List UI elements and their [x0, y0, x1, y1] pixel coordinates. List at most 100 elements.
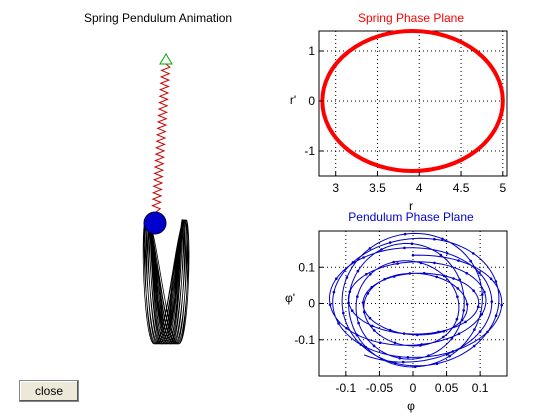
pendulum-series — [328, 232, 504, 369]
orbit-marker — [371, 324, 374, 328]
y-tick-label: 0.1 — [298, 260, 315, 274]
orbit-marker — [350, 309, 354, 313]
orbit-marker — [328, 303, 332, 307]
orbit-marker — [342, 311, 345, 315]
orbit-marker — [345, 327, 348, 330]
x-tick-label: 0.05 — [435, 381, 459, 395]
pendulum-x-label: φ — [407, 399, 415, 413]
orbit-marker — [369, 273, 372, 276]
orbit-marker — [362, 310, 366, 314]
orbit-marker — [489, 277, 493, 281]
orbit-marker — [345, 276, 349, 279]
orbit-marker — [460, 318, 464, 322]
x-tick-label: 3.5 — [369, 181, 386, 195]
orbit-marker — [368, 247, 372, 250]
orbit-marker — [347, 301, 350, 305]
pendulum-ticks: -0.1 -0.05 0 0.05 0.1 0.1 0 -0.1 — [294, 260, 488, 395]
y-tick-label: -1 — [304, 144, 315, 158]
pendulum-trace — [142, 218, 190, 345]
orbit-marker — [433, 237, 436, 241]
orbit-marker — [456, 287, 460, 290]
animation-title: Spring Pendulum Animation — [84, 11, 233, 25]
orbit-marker — [435, 362, 439, 366]
x-tick-label: -0.05 — [366, 381, 394, 395]
orbit-marker — [414, 365, 417, 369]
animation-panel — [142, 53, 190, 345]
orbit-marker — [442, 330, 446, 333]
orbit-marker — [398, 356, 402, 360]
orbit-marker — [494, 280, 498, 283]
orbit-marker — [393, 341, 397, 345]
orbit-marker — [368, 316, 372, 320]
orbit-marker — [362, 256, 365, 259]
orbit-marker — [373, 329, 376, 332]
x-tick-label: 4.5 — [453, 181, 470, 195]
orbit-marker — [410, 242, 414, 245]
orbit-marker — [465, 271, 469, 275]
orbit-marker — [442, 274, 446, 278]
pendulum-y-label: φ' — [285, 291, 295, 305]
orbit-marker — [435, 275, 439, 279]
orbit-marker — [472, 252, 475, 255]
orbit-marker — [480, 313, 484, 316]
orbit-marker — [465, 303, 469, 306]
orbit-marker — [394, 361, 397, 365]
y-tick-label: 1 — [308, 44, 315, 58]
orbit-marker — [356, 269, 360, 273]
close-button[interactable]: close — [19, 380, 79, 402]
orbit-marker — [446, 352, 449, 356]
orbit-marker — [332, 290, 336, 294]
x-tick-label: 4 — [416, 181, 423, 195]
orbit-marker — [351, 261, 355, 264]
orbit-marker — [490, 300, 494, 303]
orbit-marker — [388, 241, 392, 244]
orbit-marker — [451, 350, 455, 353]
orbit-marker — [365, 273, 368, 276]
x-tick-label: 0 — [410, 381, 417, 395]
y-tick-label: -0.1 — [294, 333, 315, 347]
orbit-marker — [441, 237, 444, 241]
y-tick-label: 0 — [308, 297, 315, 311]
spring-ticks: 3 3.5 4 4.5 5 1 0 -1 — [304, 44, 506, 195]
orbit-marker — [456, 295, 459, 299]
orbit-marker — [442, 335, 445, 339]
orbit-marker — [380, 248, 383, 251]
orbit-marker — [408, 272, 412, 275]
spring — [151, 63, 171, 213]
orbit-marker — [355, 333, 359, 337]
x-tick-label: 0.1 — [472, 381, 489, 395]
pendulum-phase-title: Pendulum Phase Plane — [348, 210, 474, 224]
orbit-marker — [396, 262, 399, 265]
orbit-marker — [486, 330, 489, 334]
orbit-marker — [472, 289, 475, 293]
spring-y-label: r' — [290, 93, 296, 107]
orbit-marker — [379, 341, 382, 345]
spring-phase-plot: Spring Phase Plane 3 3.5 4 4.5 5 1 0 -1 r r' — [290, 11, 508, 213]
pendulum-bob — [143, 211, 167, 235]
spring-phase-title: Spring Phase Plane — [358, 11, 464, 25]
orbit-marker — [473, 328, 476, 331]
anchor-triangle-icon — [159, 53, 173, 65]
orbit-marker — [416, 333, 419, 337]
pendulum-phase-plot: Pendulum Phase Plane -0.1 -0.05 0 0.05 0.1 0.… — [285, 210, 508, 413]
orbit-marker — [464, 320, 467, 324]
orbit-marker — [458, 278, 462, 282]
orbit-marker — [380, 357, 383, 361]
x-tick-label: -0.1 — [336, 381, 357, 395]
orbit-marker — [420, 343, 424, 346]
spring-x-label: r — [409, 199, 413, 213]
orbit-marker — [402, 332, 406, 335]
orbit-marker — [494, 314, 498, 318]
orbit-marker — [469, 259, 473, 263]
orbit-marker — [422, 271, 426, 275]
orbit-marker — [481, 293, 484, 296]
orbit-marker — [406, 356, 410, 359]
orbit-marker — [462, 309, 466, 312]
orbit-marker — [366, 292, 370, 295]
orbit-marker — [348, 290, 352, 294]
orbit-marker — [411, 253, 415, 257]
orbit-marker — [364, 345, 368, 349]
orbit-marker — [403, 246, 406, 250]
orbit-marker — [500, 303, 504, 307]
y-tick-label: 0 — [308, 94, 315, 108]
